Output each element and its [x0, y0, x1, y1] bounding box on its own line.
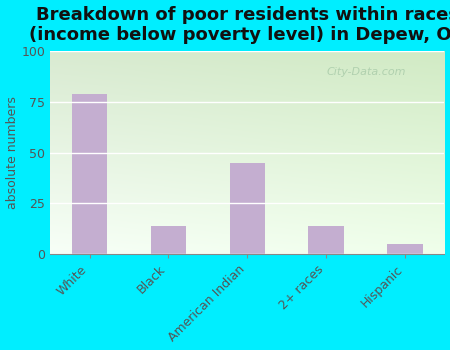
- Title: Breakdown of poor residents within races
(income below poverty level) in Depew, : Breakdown of poor residents within races…: [29, 6, 450, 44]
- Y-axis label: absolute numbers: absolute numbers: [5, 96, 18, 209]
- Bar: [230, 163, 265, 254]
- Bar: [72, 94, 107, 254]
- Bar: [308, 226, 344, 254]
- Bar: [151, 226, 186, 254]
- Text: City-Data.com: City-Data.com: [326, 67, 405, 77]
- Bar: [387, 244, 423, 254]
